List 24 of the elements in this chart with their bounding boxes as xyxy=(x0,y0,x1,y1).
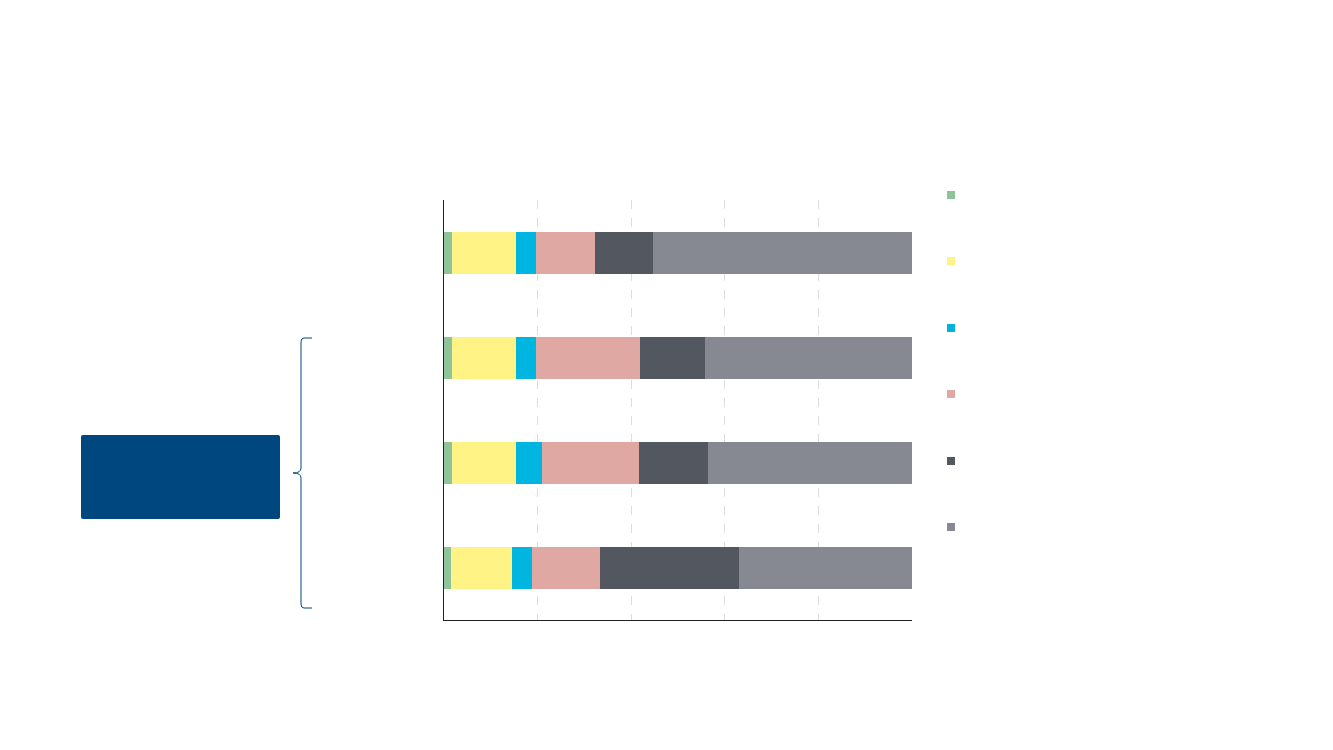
bar xyxy=(599,546,739,589)
bar xyxy=(444,441,452,484)
bar xyxy=(511,546,532,589)
bar xyxy=(639,441,708,484)
bar xyxy=(531,546,600,589)
bar xyxy=(707,441,912,484)
bar xyxy=(542,441,640,484)
bar xyxy=(705,336,912,379)
bar xyxy=(640,336,706,379)
bar xyxy=(451,336,517,379)
bar xyxy=(516,441,543,484)
bar xyxy=(444,231,452,274)
bar xyxy=(444,336,452,379)
bar xyxy=(444,546,452,589)
bar xyxy=(516,231,537,274)
bar xyxy=(536,336,641,379)
bar xyxy=(595,231,654,274)
bar xyxy=(451,546,512,589)
bar xyxy=(653,231,912,274)
bar xyxy=(516,336,537,379)
bar xyxy=(536,231,596,274)
bar xyxy=(451,231,517,274)
bar xyxy=(451,441,517,484)
bar xyxy=(738,546,912,589)
